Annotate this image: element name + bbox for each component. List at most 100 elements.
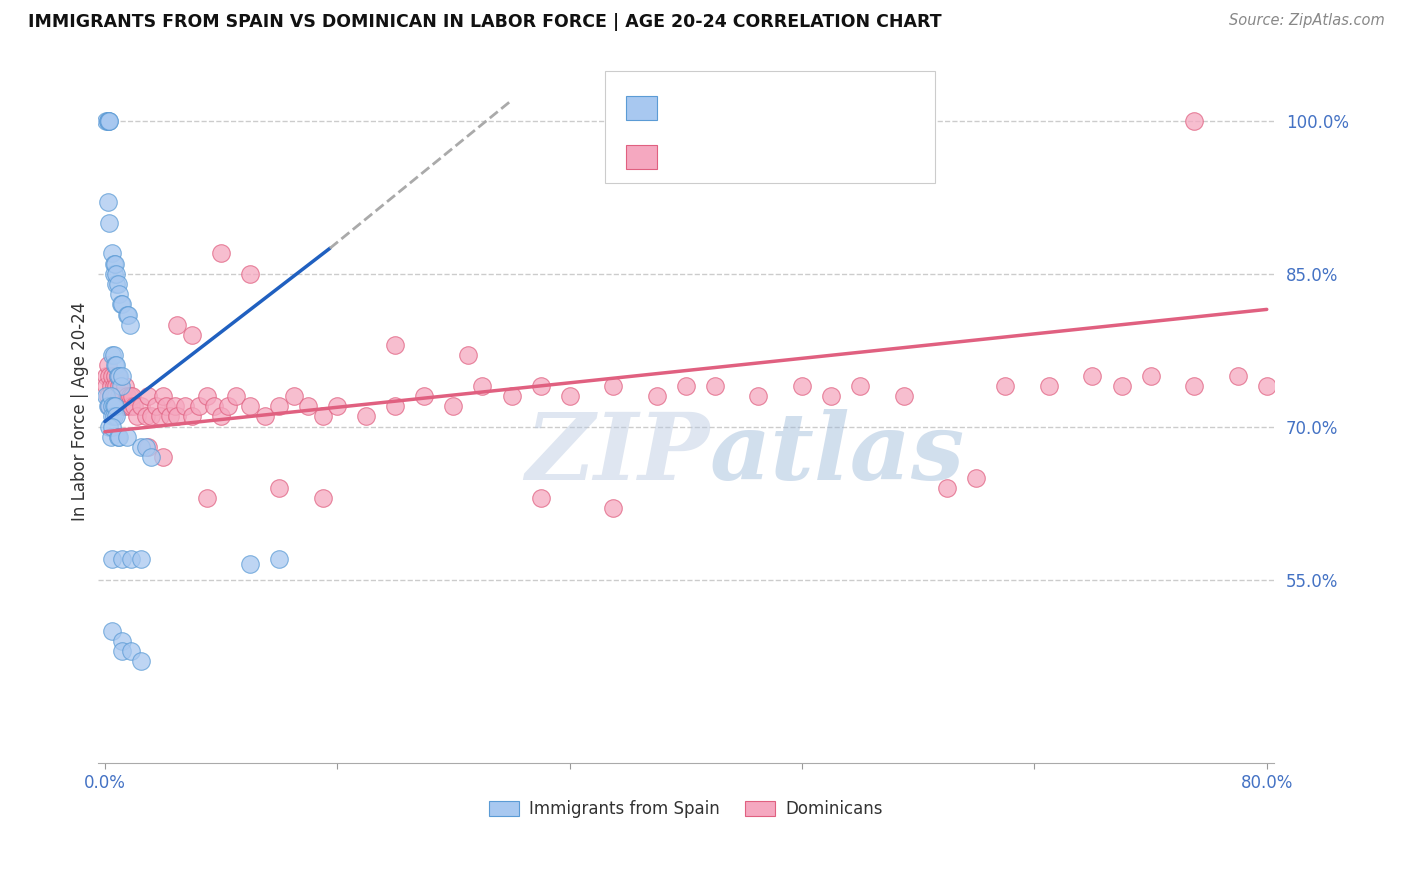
Point bbox=[202, 399, 225, 413]
Point bbox=[645, 389, 668, 403]
Point bbox=[96, 113, 118, 128]
Point bbox=[120, 644, 142, 658]
Point bbox=[103, 409, 125, 424]
Point bbox=[1038, 379, 1060, 393]
Point bbox=[1139, 368, 1161, 383]
Point bbox=[104, 359, 127, 373]
Point bbox=[103, 348, 125, 362]
Point bbox=[602, 379, 624, 393]
Point bbox=[100, 389, 122, 403]
Point bbox=[166, 318, 188, 332]
Point bbox=[384, 338, 406, 352]
Point bbox=[96, 379, 118, 393]
Point bbox=[100, 389, 122, 403]
Point bbox=[138, 440, 160, 454]
Point bbox=[441, 399, 464, 413]
Point bbox=[129, 399, 152, 413]
Point bbox=[141, 450, 163, 465]
Point bbox=[166, 409, 188, 424]
Point bbox=[103, 267, 125, 281]
Point bbox=[96, 368, 118, 383]
Point bbox=[129, 552, 152, 566]
Point bbox=[253, 409, 276, 424]
Point bbox=[120, 552, 142, 566]
Point bbox=[107, 430, 129, 444]
Point bbox=[529, 491, 551, 505]
Point bbox=[103, 379, 125, 393]
Legend: Immigrants from Spain, Dominicans: Immigrants from Spain, Dominicans bbox=[482, 794, 889, 825]
Point bbox=[1111, 379, 1133, 393]
Point bbox=[893, 389, 915, 403]
Point bbox=[209, 409, 232, 424]
Point bbox=[115, 430, 138, 444]
Point bbox=[1256, 379, 1278, 393]
Point bbox=[107, 368, 129, 383]
Point bbox=[152, 389, 174, 403]
Point bbox=[141, 409, 163, 424]
Point bbox=[269, 399, 291, 413]
Text: 99: 99 bbox=[815, 145, 841, 162]
Point bbox=[188, 399, 211, 413]
Point bbox=[101, 399, 124, 413]
Point bbox=[155, 399, 177, 413]
Point bbox=[747, 389, 769, 403]
Point bbox=[103, 399, 125, 413]
Point bbox=[98, 419, 121, 434]
Point bbox=[312, 491, 335, 505]
Text: atlas: atlas bbox=[709, 409, 965, 499]
Point bbox=[356, 409, 378, 424]
Point bbox=[108, 430, 131, 444]
Point bbox=[297, 399, 319, 413]
Point bbox=[501, 389, 523, 403]
Point bbox=[1226, 368, 1249, 383]
Point bbox=[134, 409, 156, 424]
Point bbox=[100, 430, 122, 444]
Point bbox=[134, 440, 156, 454]
Point bbox=[97, 113, 120, 128]
Point bbox=[225, 389, 247, 403]
Point bbox=[104, 399, 127, 413]
Point bbox=[98, 216, 121, 230]
Point bbox=[98, 113, 121, 128]
Point bbox=[108, 389, 131, 403]
Y-axis label: In Labor Force | Age 20-24: In Labor Force | Age 20-24 bbox=[72, 301, 89, 521]
Point bbox=[118, 318, 141, 332]
Point bbox=[111, 389, 134, 403]
Point bbox=[107, 399, 129, 413]
Point bbox=[111, 368, 134, 383]
Text: Source: ZipAtlas.com: Source: ZipAtlas.com bbox=[1229, 13, 1385, 29]
Point bbox=[159, 409, 181, 424]
Point bbox=[163, 399, 186, 413]
Point bbox=[965, 470, 987, 484]
Point bbox=[326, 399, 349, 413]
Point bbox=[283, 389, 305, 403]
Point bbox=[111, 552, 134, 566]
Point bbox=[703, 379, 725, 393]
Point bbox=[108, 287, 131, 301]
Point bbox=[108, 379, 131, 393]
Point bbox=[105, 267, 128, 281]
Point bbox=[558, 389, 581, 403]
Point bbox=[118, 389, 141, 403]
Text: N =: N = bbox=[773, 145, 813, 162]
Point bbox=[97, 389, 120, 403]
Point bbox=[105, 409, 128, 424]
Point bbox=[120, 399, 142, 413]
Point bbox=[239, 267, 262, 281]
Point bbox=[181, 409, 204, 424]
Point bbox=[413, 389, 436, 403]
Point bbox=[98, 399, 121, 413]
Text: ZIP: ZIP bbox=[524, 409, 709, 499]
Point bbox=[100, 379, 122, 393]
Point bbox=[790, 379, 813, 393]
Point bbox=[129, 654, 152, 668]
Point bbox=[107, 277, 129, 291]
Point bbox=[384, 399, 406, 413]
Point bbox=[181, 327, 204, 342]
Point bbox=[98, 368, 121, 383]
Point bbox=[122, 399, 145, 413]
Point bbox=[104, 368, 127, 383]
Point bbox=[97, 113, 120, 128]
Point bbox=[209, 246, 232, 260]
Point bbox=[97, 195, 120, 210]
